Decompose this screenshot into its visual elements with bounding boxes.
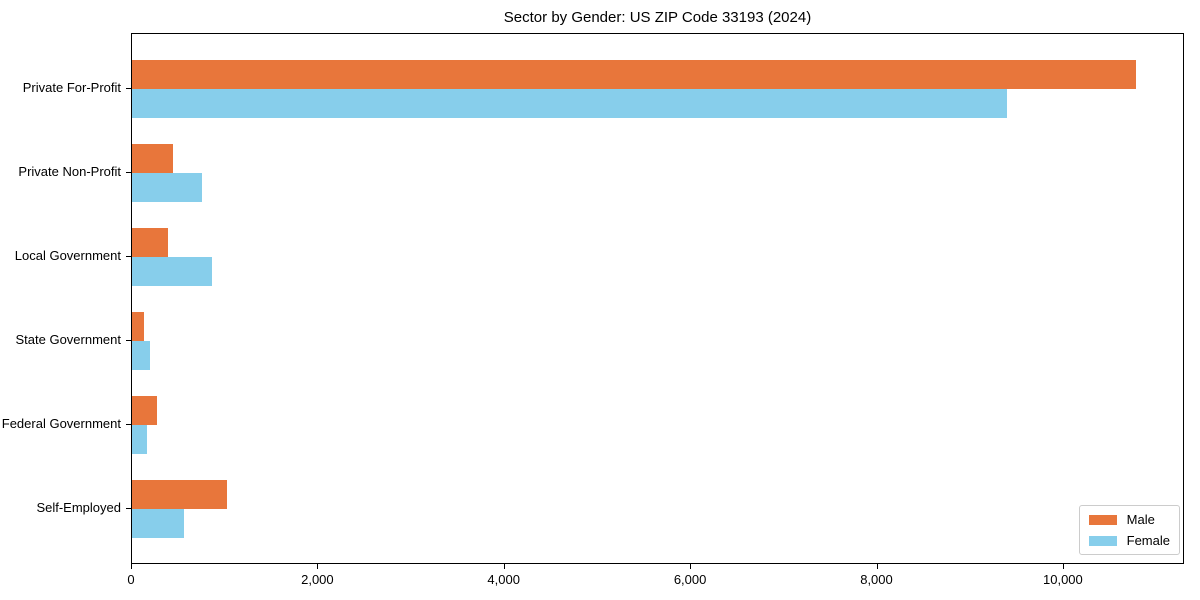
- bar-female: [132, 257, 213, 286]
- x-tick-mark: [131, 563, 132, 569]
- legend-item: Male: [1088, 512, 1170, 527]
- bar-male: [132, 228, 169, 257]
- y-tick-label: Private For-Profit: [22, 80, 121, 95]
- plot-area: Male Female: [131, 33, 1184, 564]
- x-tick-mark: [317, 563, 319, 569]
- bar-male: [132, 144, 173, 173]
- x-tick-mark: [690, 563, 692, 569]
- bar-female: [132, 89, 1007, 118]
- y-tick-label: State Government: [15, 332, 122, 347]
- x-tick-label: 4,000: [487, 572, 520, 587]
- y-tick-mark: [126, 172, 131, 173]
- legend-label: Female: [1126, 533, 1170, 548]
- bar-male: [132, 60, 1136, 89]
- x-tick-mark: [503, 563, 505, 569]
- x-tick-label: 8,000: [860, 572, 893, 587]
- y-tick-label: Self-Employed: [36, 500, 121, 515]
- x-tick-mark: [876, 563, 878, 569]
- x-tick-label: 10,000: [1043, 572, 1083, 587]
- y-tick-mark: [126, 88, 131, 89]
- y-tick-label: Private Non-Profit: [18, 164, 121, 179]
- y-tick-mark: [126, 340, 131, 341]
- y-tick-mark: [126, 256, 131, 257]
- legend-item: Female: [1088, 533, 1170, 548]
- bar-male: [132, 312, 145, 341]
- bar-female: [132, 425, 147, 454]
- x-tick-mark: [1062, 563, 1064, 569]
- bar-male: [132, 480, 227, 509]
- chart-title: Sector by Gender: US ZIP Code 33193 (202…: [503, 9, 812, 26]
- x-tick-label: 2,000: [301, 572, 334, 587]
- legend-swatch: [1088, 514, 1117, 525]
- bar-female: [132, 173, 202, 202]
- y-tick-mark: [126, 508, 131, 509]
- legend: Male Female: [1078, 505, 1180, 555]
- y-tick-label: Local Government: [14, 248, 121, 263]
- legend-swatch: [1088, 535, 1117, 546]
- bar-female: [132, 341, 150, 370]
- x-tick-label: 6,000: [673, 572, 707, 587]
- legend-label: Male: [1126, 512, 1155, 527]
- x-tick-label: 0: [127, 572, 135, 587]
- bar-female: [132, 509, 185, 538]
- y-tick-label: Federal Government: [1, 416, 121, 431]
- bar-male: [132, 396, 158, 425]
- y-tick-mark: [126, 424, 131, 425]
